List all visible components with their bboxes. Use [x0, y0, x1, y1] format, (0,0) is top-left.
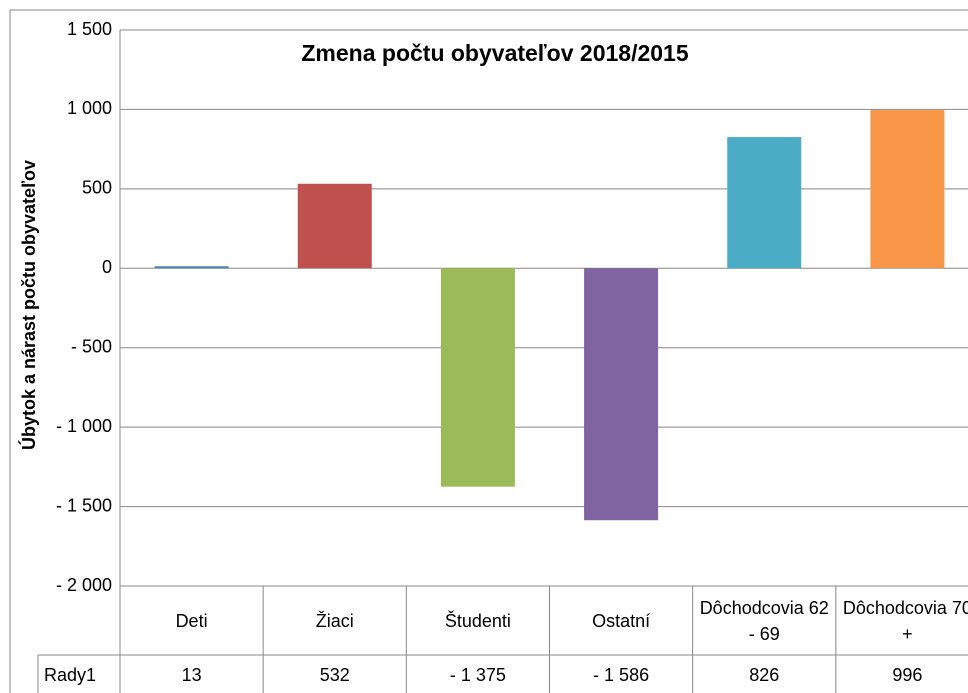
- data-label: 996: [892, 665, 922, 685]
- category-cell: Žiaci: [315, 610, 354, 631]
- bar: [584, 268, 659, 521]
- chart-title: Zmena počtu obyvateľov 2018/2015: [301, 40, 688, 66]
- y-tick-label: 0: [102, 257, 112, 277]
- y-tick-label: 1 000: [67, 98, 112, 118]
- y-tick-label: 1 500: [67, 19, 112, 39]
- category-cell: Dôchodcovia 62 - 69: [699, 597, 829, 644]
- category-cell: Deti: [175, 610, 208, 631]
- x-tick-label: Deti: [175, 610, 208, 631]
- x-tick-label: Študenti: [444, 610, 511, 631]
- category-cell: Dôchodcovia 70+: [842, 597, 968, 644]
- y-tick-label: 500: [82, 178, 112, 198]
- bar: [297, 183, 372, 269]
- y-tick-label: - 2 000: [56, 575, 112, 595]
- y-tick-label: - 1 000: [56, 416, 112, 436]
- y-axis-title: Úbytok a nárast počtu obyvateľov: [18, 160, 39, 450]
- category-cell: Ostatní: [592, 610, 651, 631]
- x-tick-label: Dôchodcovia 62 - 69: [699, 597, 829, 644]
- data-label: - 1 586: [593, 665, 649, 685]
- data-label: 826: [749, 665, 779, 685]
- bar: [154, 266, 229, 269]
- data-label: 532: [320, 665, 350, 685]
- y-tick-label: - 1 500: [56, 495, 112, 515]
- y-tick-label: - 500: [71, 336, 112, 356]
- bar: [440, 268, 515, 487]
- legend-label: Rady1: [44, 665, 96, 685]
- data-label: 13: [182, 665, 202, 685]
- category-cell: Študenti: [444, 610, 511, 631]
- x-tick-label: Ostatní: [592, 610, 651, 631]
- data-label: - 1 375: [450, 665, 506, 685]
- bar: [870, 110, 945, 269]
- bar: [727, 137, 802, 269]
- x-tick-label: Žiaci: [315, 610, 354, 631]
- x-tick-label: Dôchodcovia 70+: [842, 597, 968, 644]
